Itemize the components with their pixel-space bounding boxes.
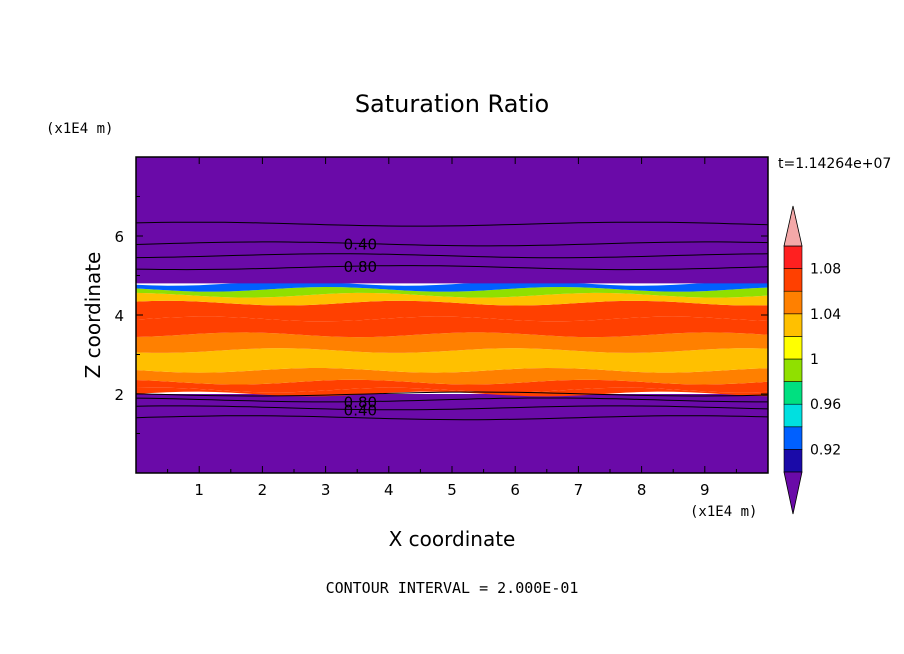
field-band	[136, 379, 768, 393]
colorbar-swatch	[783, 290, 803, 315]
colorbar-over-triangle	[783, 205, 803, 247]
colorbar-swatch	[783, 336, 803, 360]
field-band	[136, 286, 768, 298]
y-tick-label: 2	[114, 386, 124, 404]
contour-label: 0.40	[344, 235, 377, 253]
field-band	[136, 292, 768, 306]
contour-line	[136, 415, 768, 421]
colorbar-under-triangle	[783, 471, 803, 515]
contour-line	[136, 391, 768, 397]
x-axis-label: X coordinate	[389, 527, 516, 551]
colorbar-label: 0.92	[810, 442, 841, 458]
chart-title: Saturation Ratio	[355, 90, 549, 118]
x-tick-label: 7	[574, 481, 584, 499]
field-band	[136, 300, 768, 322]
contour-label: 0.80	[344, 258, 377, 276]
contour-line	[136, 253, 768, 259]
saturation-field	[136, 157, 768, 473]
colorbar-swatch	[783, 313, 803, 337]
field-band	[136, 348, 768, 373]
colorbar-swatch	[783, 245, 803, 269]
colorbar-label: 1	[810, 352, 819, 368]
field-band	[136, 316, 768, 338]
colorbar-swatch	[783, 268, 803, 292]
contour-interval-footer: CONTOUR INTERVAL = 2.000E-01	[326, 579, 579, 597]
colorbar-swatch	[783, 358, 803, 382]
contour-lines: 0.400.800.800.40	[136, 221, 768, 421]
y-unit-label: (x1E4 m)	[46, 121, 113, 137]
field-band	[136, 157, 768, 284]
x-tick-label: 9	[700, 481, 710, 499]
x-tick-label: 1	[194, 481, 204, 499]
y-axis-label: Z coordinate	[81, 252, 105, 379]
x-unit-label: (x1E4 m)	[690, 504, 757, 520]
contour-line	[136, 241, 768, 247]
field-band	[136, 394, 768, 473]
y-tick-label: 6	[114, 228, 124, 246]
y-tick-label: 4	[114, 307, 124, 325]
x-axis: 1 2 3 4 5 6 7 8 9	[167, 157, 737, 499]
field-band	[136, 367, 768, 385]
contour-line	[136, 265, 768, 271]
colorbar-swatch	[783, 426, 803, 450]
contour-label: 0.40	[344, 402, 377, 420]
field-band	[136, 332, 768, 353]
x-tick-label: 4	[384, 481, 394, 499]
contour-line	[136, 221, 768, 227]
contour-line	[136, 397, 768, 403]
x-tick-label: 5	[447, 481, 457, 499]
colorbar-label: 1.04	[810, 307, 841, 323]
contour-line	[136, 405, 768, 411]
colorbar-swatch	[783, 449, 803, 473]
colorbar-label: 1.08	[810, 262, 841, 278]
colorbar-label: 0.96	[810, 397, 841, 413]
field-band	[136, 281, 768, 292]
time-label: t=1.14264e+07	[778, 156, 891, 172]
y-axis: 2 4 6	[114, 196, 768, 434]
x-tick-label: 8	[637, 481, 647, 499]
x-tick-label: 3	[321, 481, 331, 499]
x-tick-label: 2	[258, 481, 268, 499]
contour-label: 0.80	[344, 394, 377, 412]
colorbar-swatch	[783, 381, 803, 405]
x-tick-label: 6	[510, 481, 520, 499]
colorbar-swatch	[783, 403, 803, 428]
colorbar: 0.92 0.96 1 1.04 1.08	[783, 205, 841, 515]
